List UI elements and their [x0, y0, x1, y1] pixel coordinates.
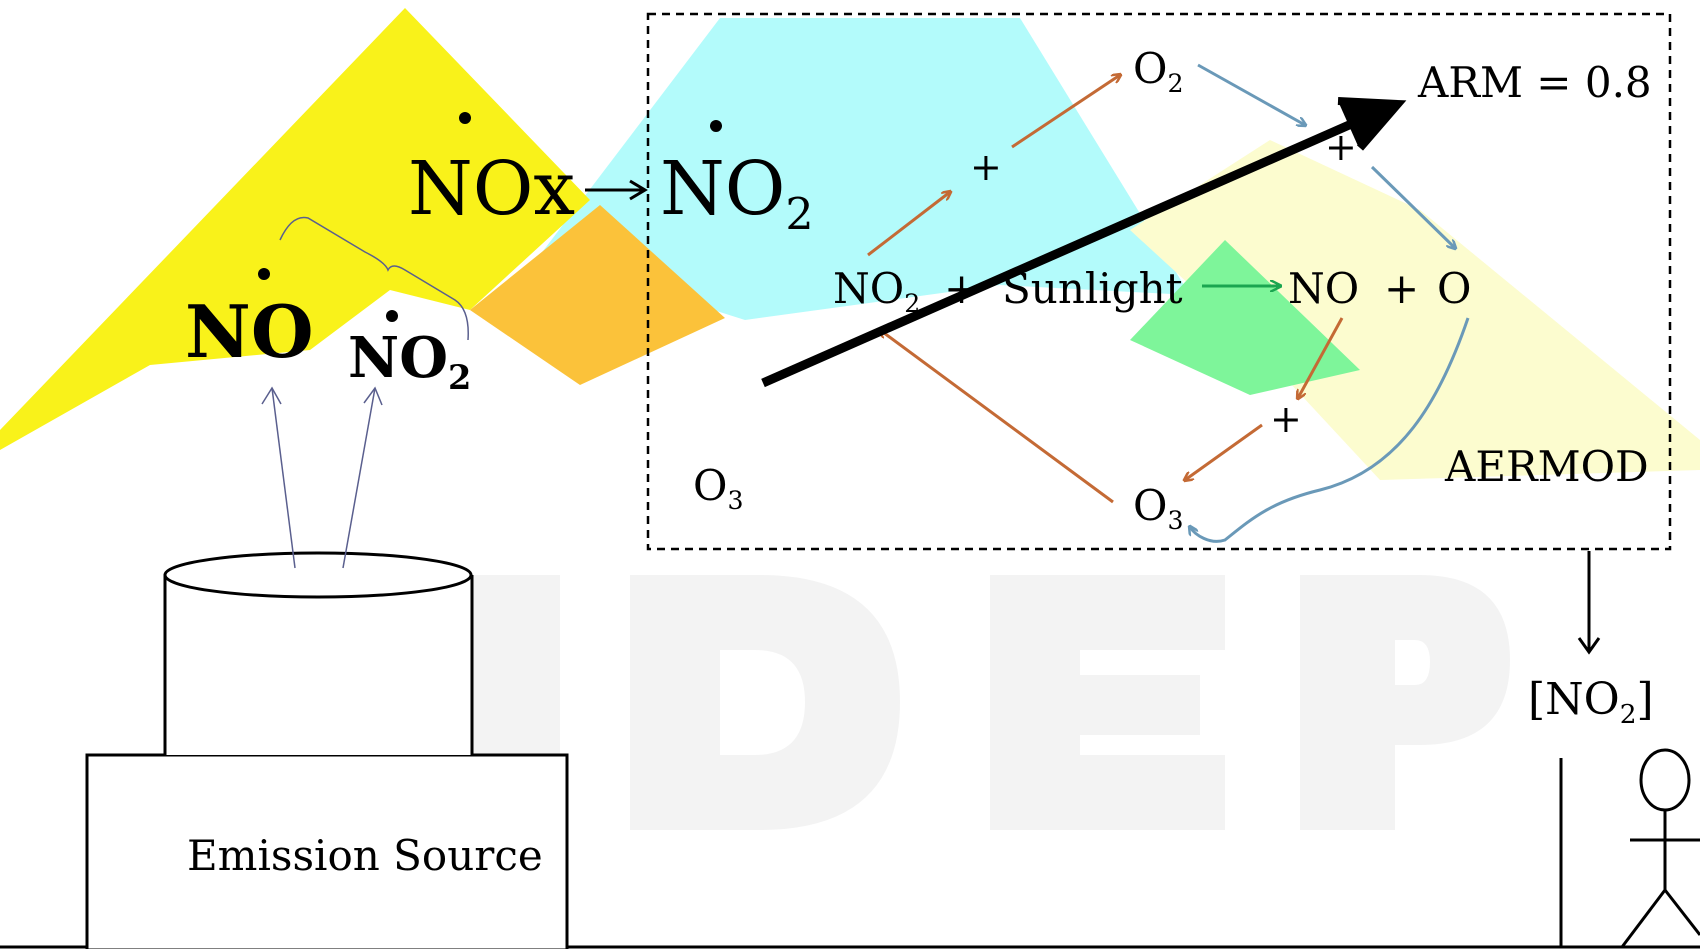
- cycle-plus-sunlight: +: [944, 264, 980, 313]
- nox-radical-dot: [459, 112, 471, 124]
- cycle-o3: O3: [1133, 481, 1184, 535]
- emission-arrows: [261, 386, 383, 569]
- cycle-plus-left: +: [970, 145, 1002, 189]
- arrow-plus-to-o3: [1185, 423, 1263, 480]
- cycle-plus-lower: +: [1270, 397, 1302, 441]
- aermod-box: [646, 12, 1672, 551]
- receptor-person: [1620, 748, 1700, 948]
- cycle-o2: O2: [1133, 44, 1184, 98]
- arrow-o-to-o3: [1190, 317, 1470, 543]
- no2-result-main: NO: [660, 146, 786, 232]
- stack-top: [163, 551, 473, 599]
- green-overlap: [1130, 240, 1360, 395]
- cycle-plus-no-o: +: [1384, 264, 1420, 313]
- cycle-no2: NO2: [833, 264, 921, 318]
- background-shapes: [0, 8, 1700, 480]
- arrow-o3-to-no2: [880, 330, 1114, 504]
- nox-bracket: [279, 216, 469, 341]
- species-no2-main: NO: [348, 325, 448, 391]
- orange-overlap: [470, 205, 725, 385]
- stack-body: [165, 575, 472, 755]
- cycle-o: O: [1437, 264, 1472, 313]
- arrow-no2-to-plus: [867, 192, 950, 257]
- species-no2-sub: 2: [447, 356, 472, 397]
- pale-yellow-mountain: [1130, 140, 1700, 480]
- arrow-plus-to-o2: [1011, 75, 1120, 149]
- receptor-concentration: [NO2]: [1528, 674, 1654, 731]
- arrow-o2-to-plus: [1197, 63, 1305, 125]
- emission-source-base: [85, 753, 569, 949]
- emission-stack: [85, 551, 569, 949]
- species-no: NO: [185, 289, 314, 374]
- arm-label: ARM = 0.8: [1418, 58, 1652, 107]
- nox-label: NOx: [408, 146, 576, 232]
- arrow-no-to-plus: [1298, 317, 1344, 398]
- emission-source-label: Emission Source: [187, 831, 543, 880]
- nox-to-no2-arrow: [585, 179, 648, 201]
- no2-result: NO2: [660, 152, 814, 238]
- no2-result-sub: 2: [785, 189, 814, 241]
- no2-result-radical-dot: [710, 120, 722, 132]
- aermod-label: AERMOD: [1445, 442, 1649, 491]
- arm-arrow: [761, 97, 1407, 388]
- aermod-to-receptor-arrow: [1577, 551, 1601, 655]
- o3-background-label: O3: [693, 461, 744, 515]
- cyan-mountain: [540, 18, 1190, 320]
- cycle-sunlight: Sunlight: [1002, 264, 1183, 313]
- cycle-plus-right: +: [1325, 125, 1357, 169]
- species-no2: NO2: [348, 330, 471, 394]
- species-no2-radical-dot: [386, 310, 398, 322]
- yellow-mountain: [0, 8, 590, 450]
- cycle-no: NO: [1288, 264, 1360, 313]
- cycle-arrows: [867, 63, 1470, 543]
- species-no-radical-dot: [258, 268, 270, 280]
- arrow-plus-to-o: [1370, 165, 1455, 248]
